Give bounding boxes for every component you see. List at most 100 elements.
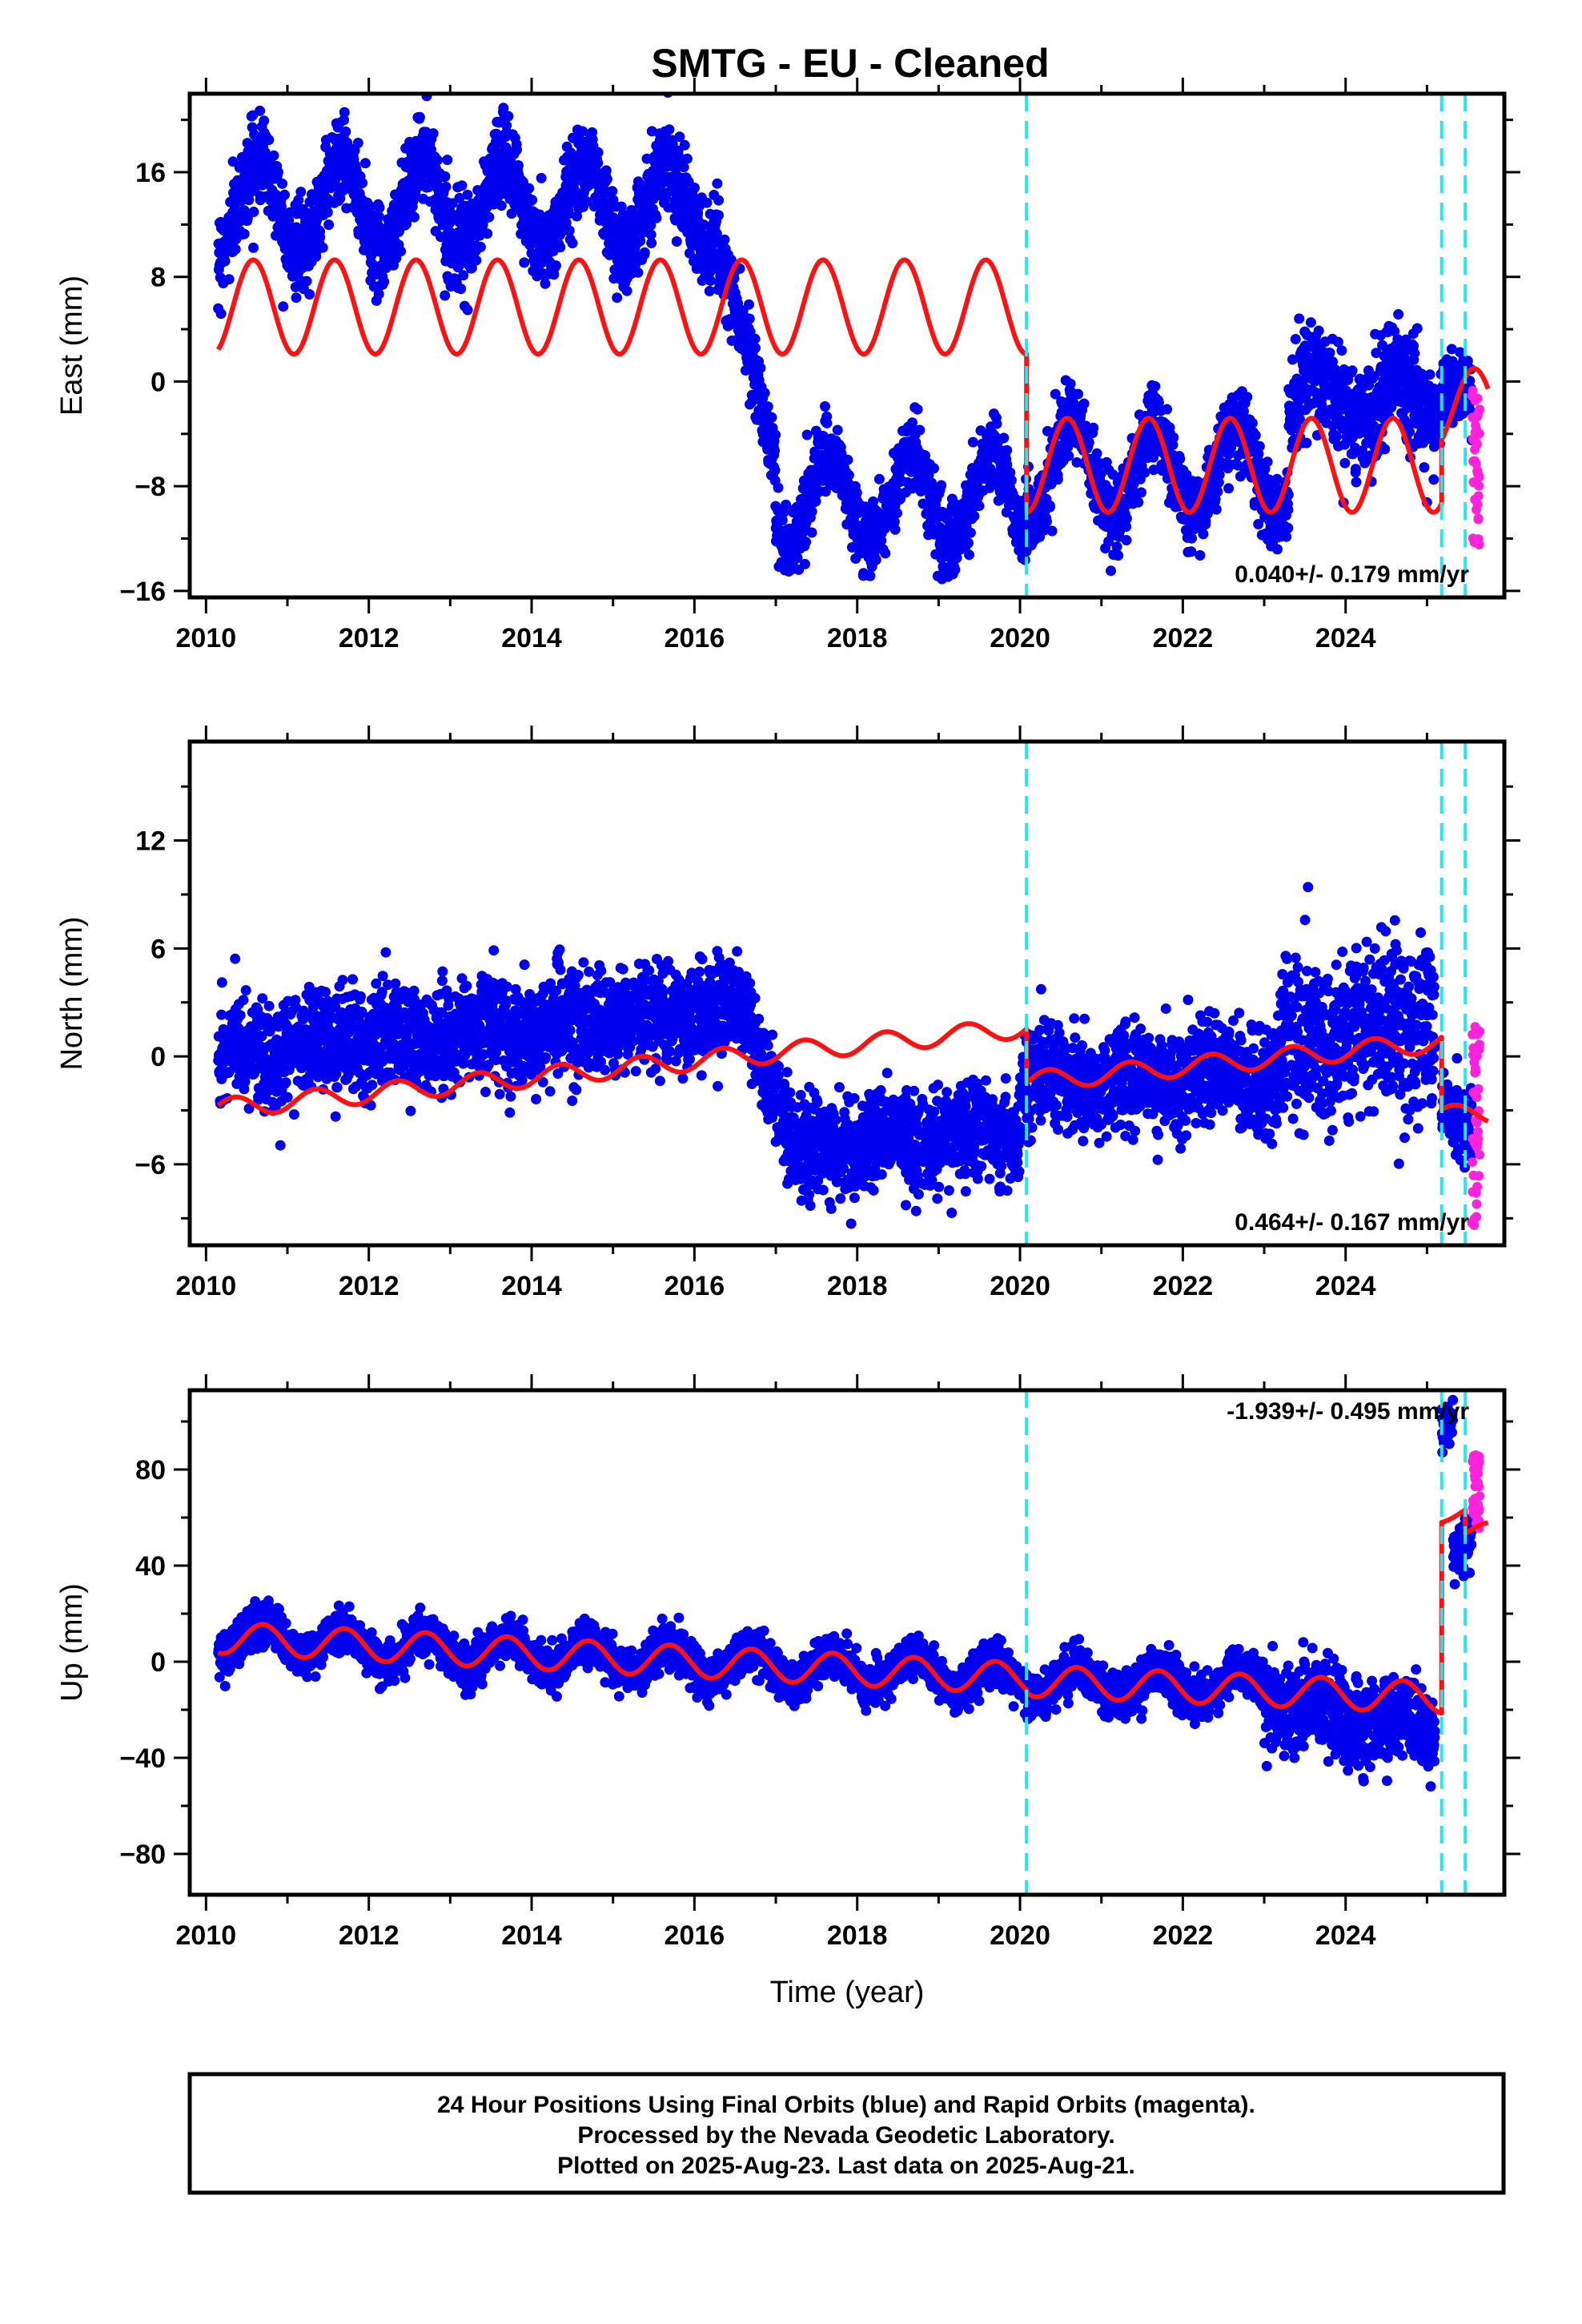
final-point	[770, 429, 781, 440]
final-point	[773, 482, 784, 493]
final-point	[880, 548, 891, 559]
x-tick-label: 2020	[990, 623, 1050, 653]
rapid-point	[1468, 433, 1478, 444]
final-point	[581, 196, 592, 207]
final-point	[711, 228, 722, 239]
final-point	[991, 418, 1002, 429]
final-point	[1213, 476, 1224, 488]
final-point	[223, 274, 235, 285]
final-point	[283, 215, 295, 226]
final-point	[230, 953, 241, 964]
final-point	[1377, 340, 1388, 351]
final-point	[428, 128, 439, 139]
final-point	[744, 299, 754, 310]
final-point	[243, 1103, 255, 1114]
final-point	[339, 115, 349, 126]
x-tick-label: 2010	[176, 623, 237, 653]
final-point	[621, 285, 632, 296]
final-point	[974, 501, 985, 512]
final-point	[503, 111, 514, 122]
y-tick-label: 0	[151, 367, 166, 397]
final-point	[725, 254, 737, 265]
final-point	[689, 183, 700, 193]
model-fit-line	[215, 257, 1491, 515]
final-point	[365, 201, 375, 212]
final-point	[769, 464, 781, 476]
final-point	[843, 469, 854, 480]
final-point	[865, 570, 876, 581]
x-tick-label: 2018	[827, 623, 888, 653]
final-point	[1253, 519, 1264, 529]
final-point	[440, 181, 452, 192]
final-point	[1107, 469, 1118, 480]
final-point	[1350, 464, 1361, 475]
final-point	[600, 165, 612, 176]
final-point	[969, 510, 980, 521]
final-point	[851, 487, 862, 498]
rapid-point	[1470, 456, 1480, 466]
final-point	[1283, 505, 1294, 515]
rapid-point	[1473, 513, 1484, 524]
final-point	[442, 155, 453, 166]
final-point	[512, 160, 524, 171]
final-point	[1355, 373, 1366, 384]
final-point	[963, 537, 974, 549]
final-point	[674, 131, 685, 143]
final-point	[1287, 354, 1298, 365]
rapid-point	[1472, 499, 1483, 509]
final-point	[512, 144, 522, 155]
final-point	[889, 524, 901, 535]
final-point	[635, 235, 646, 247]
final-point	[1272, 544, 1283, 555]
final-point	[567, 238, 578, 249]
rapid-orbit-points	[1467, 385, 1485, 549]
final-point	[273, 167, 283, 178]
final-point	[755, 363, 766, 373]
final-point	[1428, 474, 1439, 485]
final-point	[1052, 474, 1063, 485]
final-point	[1447, 356, 1458, 367]
final-point	[293, 195, 304, 206]
final-point	[1139, 467, 1150, 478]
final-point	[592, 147, 604, 158]
final-point	[1403, 418, 1413, 429]
x-tick-label: 2014	[501, 623, 562, 653]
final-point	[936, 480, 947, 491]
final-point	[277, 178, 287, 189]
final-point	[664, 124, 675, 135]
final-point	[892, 508, 902, 519]
final-point	[681, 153, 693, 164]
final-point	[1283, 489, 1294, 501]
final-point	[1254, 440, 1265, 452]
final-point	[304, 289, 315, 300]
final-point	[239, 205, 250, 216]
final-point	[295, 187, 307, 198]
final-point	[1281, 531, 1292, 542]
final-point	[519, 257, 530, 268]
final-point	[1063, 450, 1074, 461]
final-point	[317, 242, 328, 253]
final-point	[799, 558, 810, 569]
final-point	[359, 158, 371, 169]
final-point	[1462, 356, 1473, 367]
final-point	[1214, 469, 1225, 480]
final-point	[1456, 368, 1466, 379]
rapid-point	[1472, 426, 1482, 436]
final-point	[713, 195, 725, 206]
final-point	[1262, 456, 1273, 468]
final-point	[651, 212, 662, 223]
final-point	[1005, 467, 1016, 478]
final-point	[1379, 444, 1391, 455]
final-point	[889, 517, 900, 528]
final-point	[1271, 473, 1283, 485]
final-point	[1083, 437, 1094, 448]
final-point	[766, 412, 777, 423]
plot-area	[213, 94, 1491, 597]
final-point	[374, 202, 385, 213]
final-point	[1174, 453, 1186, 464]
x-tick-label: 2024	[1315, 623, 1376, 653]
final-point	[257, 993, 268, 1004]
final-point	[646, 238, 657, 248]
y-tick-label: −8	[135, 472, 166, 502]
